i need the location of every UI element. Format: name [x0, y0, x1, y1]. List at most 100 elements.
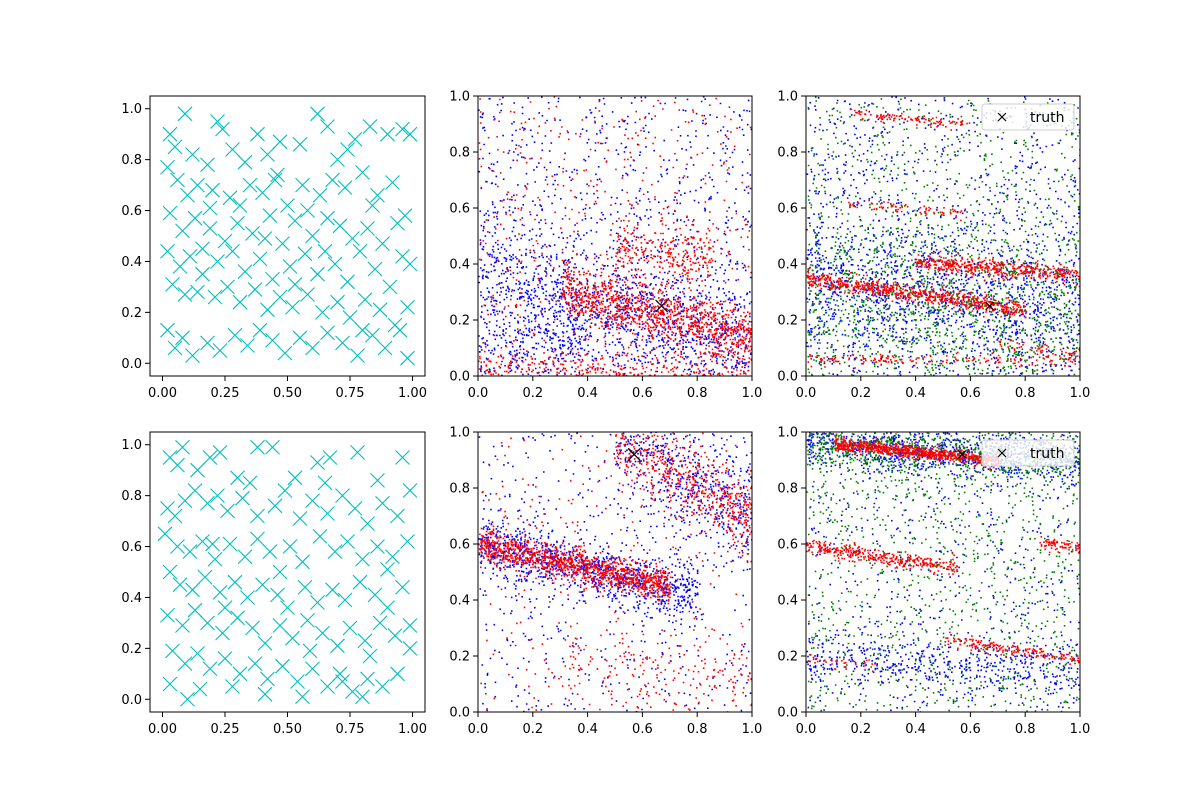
- x-marker: [370, 187, 385, 203]
- x-marker: [237, 549, 253, 565]
- x-marker: [182, 248, 198, 264]
- x-marker: [200, 335, 215, 351]
- x-marker: [202, 450, 218, 465]
- x-marker: [375, 236, 390, 252]
- x-marker: [257, 686, 273, 702]
- y-tick-label: 0.4: [777, 594, 798, 609]
- y-tick-label: 1.0: [777, 90, 798, 105]
- x-marker: [225, 142, 240, 157]
- y-tick-label: 1.0: [449, 426, 470, 441]
- x-marker: [335, 674, 350, 689]
- x-marker: [297, 246, 313, 262]
- x-marker: [280, 600, 295, 616]
- x-marker: [345, 231, 360, 246]
- x-marker: [220, 503, 235, 519]
- x-tick-label: 0.75: [336, 722, 365, 737]
- axes-frame: [805, 431, 1081, 713]
- x-marker: [250, 439, 265, 455]
- x-marker: [232, 294, 248, 310]
- y-tick-label: 0.4: [121, 591, 142, 606]
- x-marker: [272, 134, 288, 150]
- x-marker: [205, 536, 220, 552]
- y-tick-label: 0.2: [121, 306, 142, 321]
- x-marker: [212, 444, 228, 460]
- x-marker: [265, 439, 280, 455]
- x-marker: [277, 483, 293, 498]
- x-marker: [215, 121, 230, 137]
- x-marker: [337, 180, 353, 196]
- plot-area: [160, 106, 418, 366]
- x-marker: [162, 564, 178, 580]
- x-marker: [200, 615, 215, 631]
- x-marker: [242, 177, 258, 193]
- x-marker: [312, 528, 328, 544]
- x-marker: [270, 167, 285, 183]
- x-marker: [205, 182, 220, 198]
- x-marker: [180, 691, 195, 707]
- x-marker: [330, 294, 345, 310]
- x-marker: [202, 200, 218, 216]
- x-marker: [275, 658, 290, 674]
- x-marker: [182, 544, 198, 560]
- x-tick-label: 0.00: [148, 386, 177, 401]
- x-marker: [375, 495, 390, 511]
- x-marker: [227, 327, 243, 343]
- legend-truth-marker: [997, 448, 1007, 458]
- plot-area: [806, 432, 1080, 712]
- x-tick-label: 0.6: [632, 386, 653, 401]
- x-marker: [262, 544, 278, 560]
- x-marker: [167, 508, 183, 524]
- y-tick-label: 0.6: [777, 202, 798, 217]
- x-marker: [295, 554, 310, 570]
- panel-row1-col1: 0.00 0.25 0.50 0.75 1.00 0.0 0.2 0.4 0.6 0.8 1.0: [121, 102, 427, 401]
- x-marker: [162, 676, 178, 692]
- x-marker: [245, 620, 260, 636]
- x-marker: [380, 600, 395, 616]
- x-marker: [297, 579, 313, 595]
- x-marker: [400, 534, 415, 549]
- x-marker: [355, 322, 370, 338]
- x-marker: [165, 643, 180, 659]
- x-marker: [225, 679, 240, 694]
- x-marker: [395, 450, 410, 465]
- x-marker: [292, 511, 308, 526]
- x-marker: [350, 348, 365, 364]
- legend-box: [981, 439, 1075, 467]
- x-marker: [302, 643, 318, 659]
- x-tick-label: 0.2: [522, 386, 543, 401]
- x-marker: [210, 254, 225, 269]
- x-marker: [360, 220, 375, 236]
- x-marker: [240, 590, 255, 605]
- x-marker: [185, 147, 200, 162]
- panel-row2-col3: 0.0 0.2 0.4 0.6 0.8 1.0 0.0 0.2 0.4 0.6 0.8 1.0 trut…: [777, 426, 1090, 738]
- x-tick-label: 0.8: [687, 722, 708, 737]
- x-marker: [157, 526, 173, 542]
- x-marker: [325, 582, 340, 598]
- x-marker: [365, 198, 380, 213]
- y-tick-label: 0.8: [777, 482, 798, 497]
- x-marker: [260, 147, 275, 162]
- x-marker: [192, 681, 208, 697]
- x-tick-label: 0.4: [577, 722, 598, 737]
- x-marker: [190, 462, 205, 478]
- scatter-series-0: [478, 96, 752, 376]
- x-marker: [352, 574, 368, 590]
- x-marker: [230, 215, 245, 231]
- legend-label: truth: [1030, 110, 1064, 126]
- y-tick-label: 0.8: [121, 153, 142, 168]
- x-marker: [317, 475, 333, 491]
- y-tick-label: 0.0: [121, 693, 142, 708]
- x-marker: [277, 345, 293, 361]
- y-tick-label: 1.0: [121, 102, 142, 117]
- y-tick-label: 0.4: [777, 258, 798, 273]
- x-marker: [370, 472, 385, 488]
- y-tick-label: 0.8: [121, 489, 142, 504]
- y-tick-label: 1.0: [121, 438, 142, 453]
- plot-area: [157, 439, 418, 707]
- x-marker: [162, 126, 178, 142]
- x-marker: [355, 551, 370, 567]
- x-marker: [370, 539, 385, 554]
- x-marker: [232, 198, 248, 213]
- axes-frame: [805, 95, 1081, 377]
